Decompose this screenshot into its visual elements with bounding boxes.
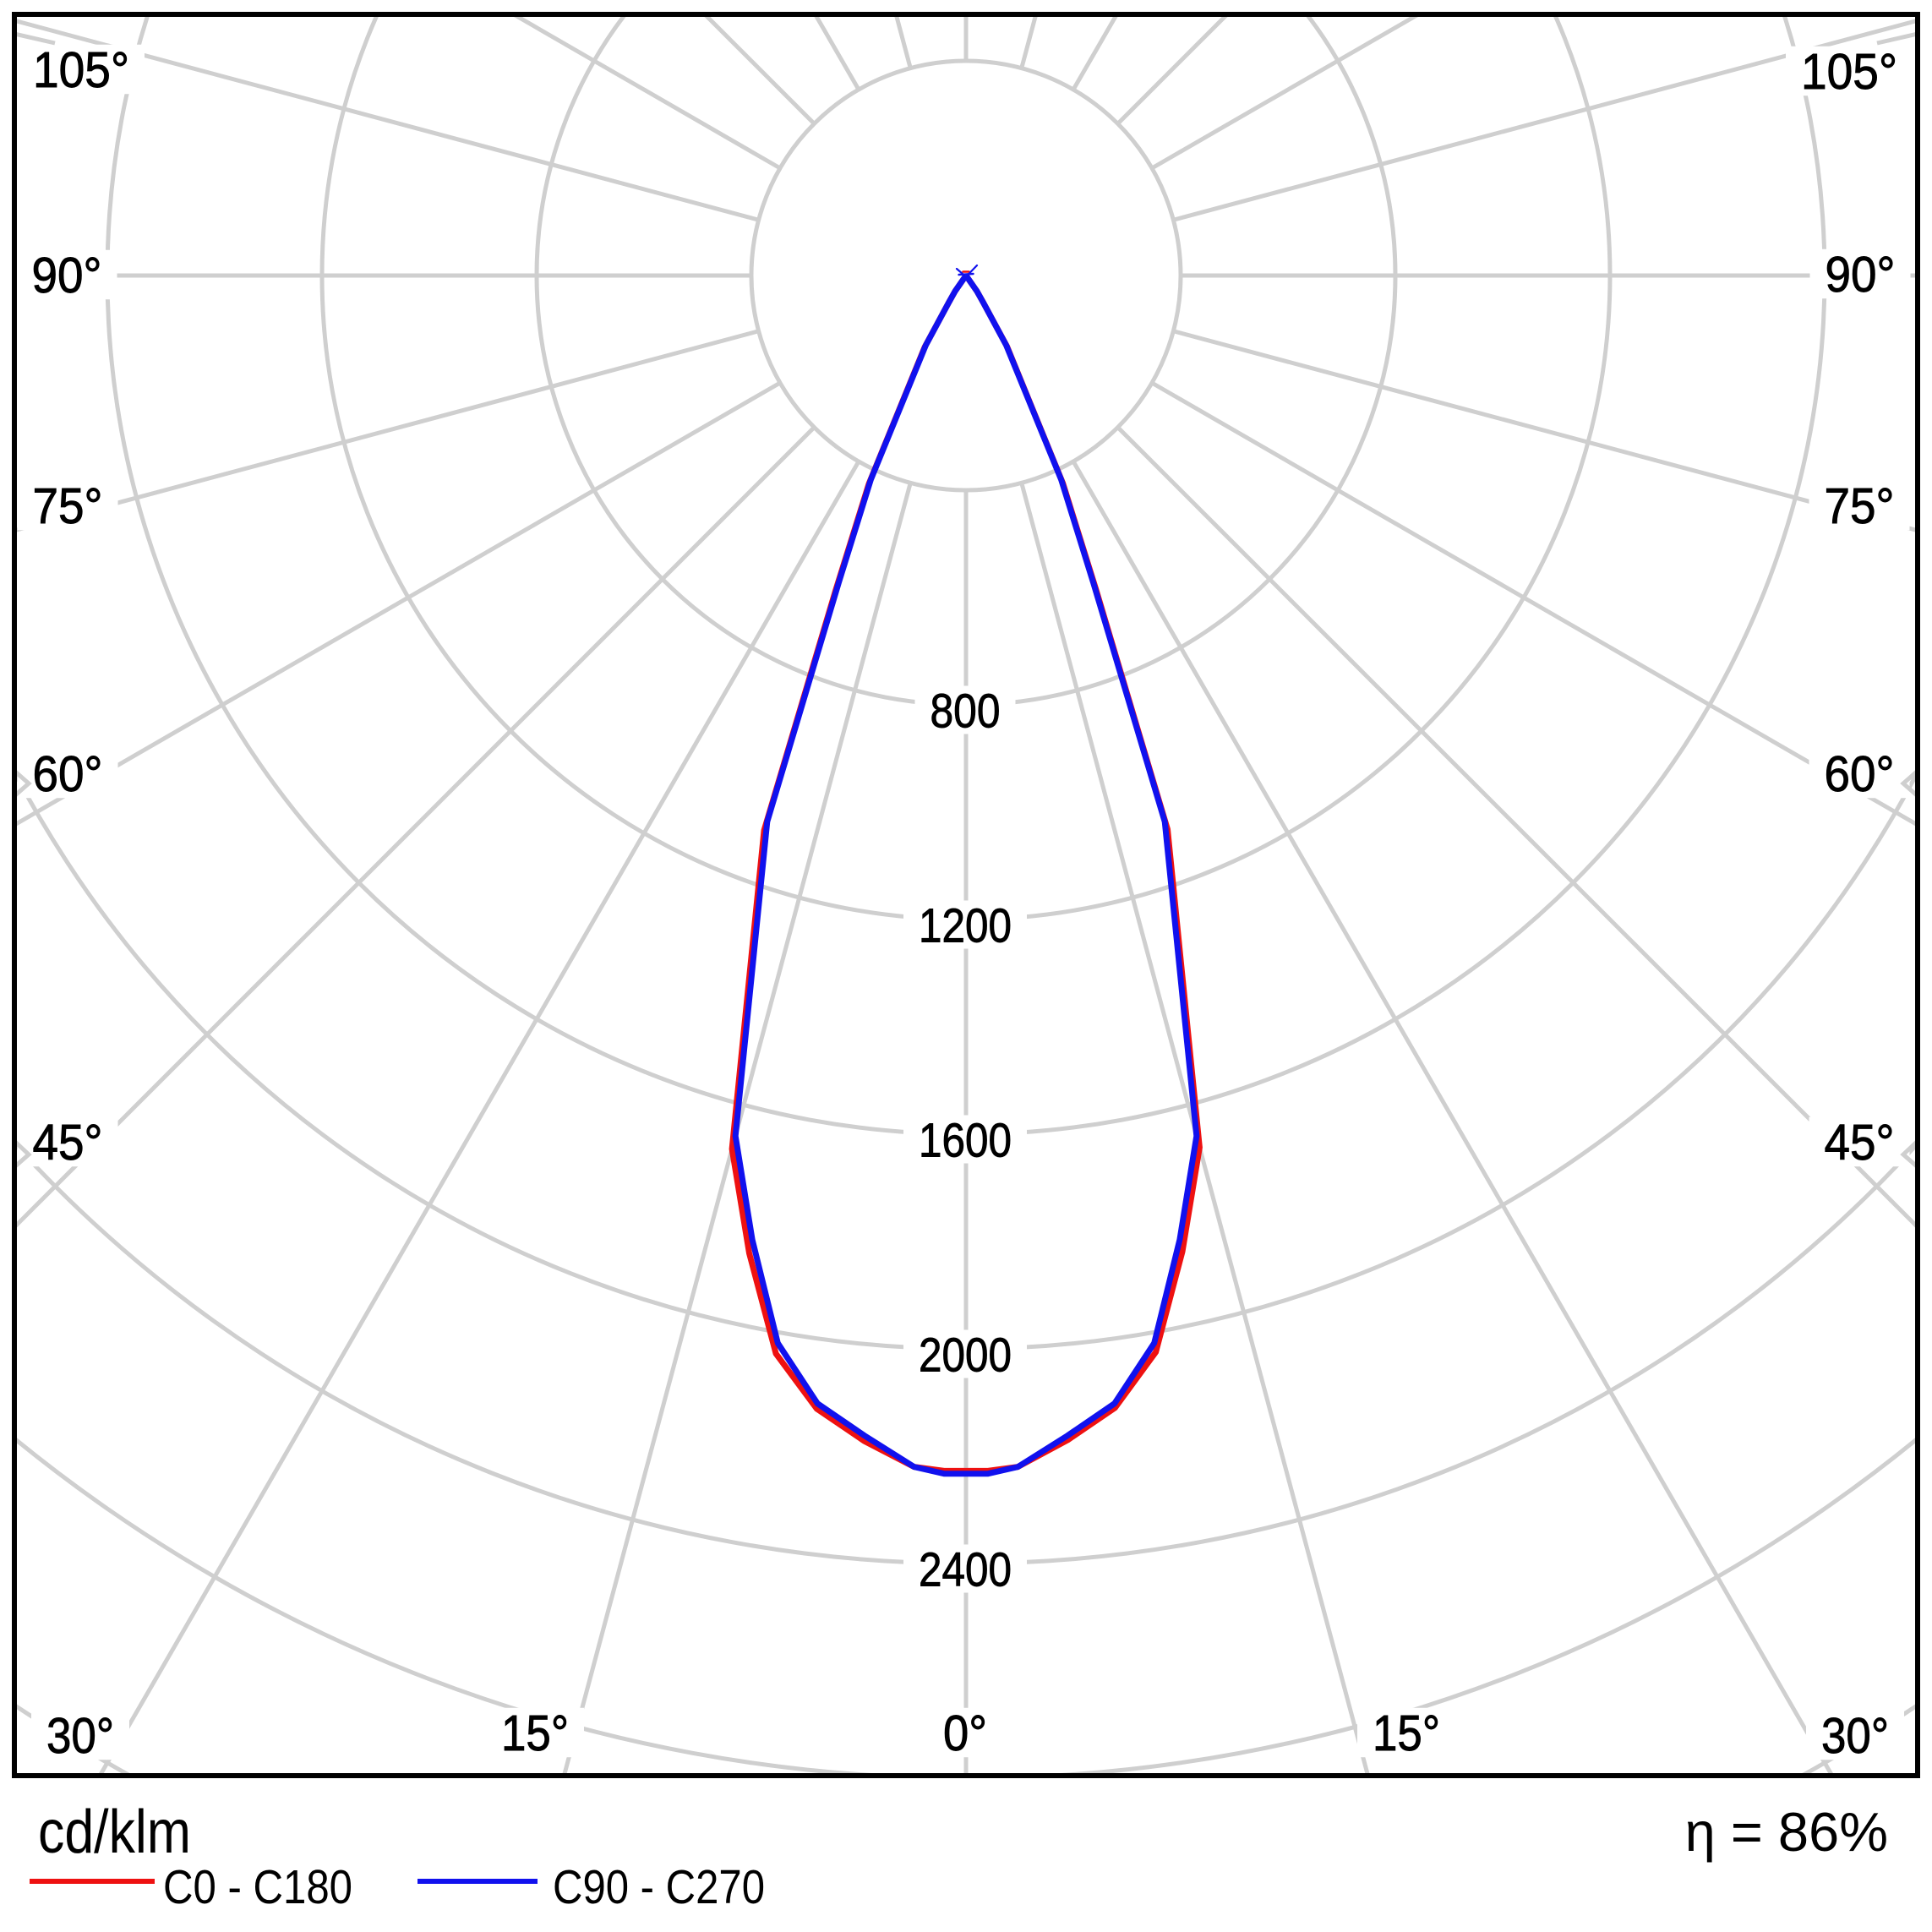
svg-text:90°: 90°	[1826, 247, 1896, 303]
svg-text:C90 - C270: C90 - C270	[553, 1860, 765, 1914]
svg-text:60°: 60°	[33, 746, 103, 802]
svg-text:45°: 45°	[33, 1115, 103, 1171]
svg-text:cd/klm: cd/klm	[38, 1798, 191, 1866]
svg-text:90°: 90°	[32, 248, 102, 303]
svg-text:75°: 75°	[33, 478, 103, 534]
svg-text:η = 86%: η = 86%	[1685, 1801, 1888, 1863]
svg-text:2400: 2400	[919, 1542, 1012, 1596]
svg-text:75°: 75°	[1825, 478, 1895, 534]
svg-text:15°: 15°	[1373, 1706, 1440, 1761]
svg-text:105°: 105°	[1801, 44, 1897, 100]
svg-text:1200: 1200	[919, 898, 1012, 952]
svg-text:30°: 30°	[1821, 1708, 1889, 1764]
svg-text:0°: 0°	[943, 1706, 987, 1761]
svg-text:C0 - C180: C0 - C180	[163, 1860, 352, 1914]
svg-text:30°: 30°	[46, 1708, 114, 1764]
svg-text:2000: 2000	[919, 1328, 1012, 1382]
svg-text:60°: 60°	[1825, 746, 1895, 802]
svg-text:105°: 105°	[33, 42, 129, 98]
svg-text:1600: 1600	[919, 1113, 1012, 1167]
svg-text:15°: 15°	[501, 1706, 569, 1761]
svg-text:45°: 45°	[1825, 1115, 1895, 1171]
svg-text:800: 800	[931, 684, 1001, 738]
